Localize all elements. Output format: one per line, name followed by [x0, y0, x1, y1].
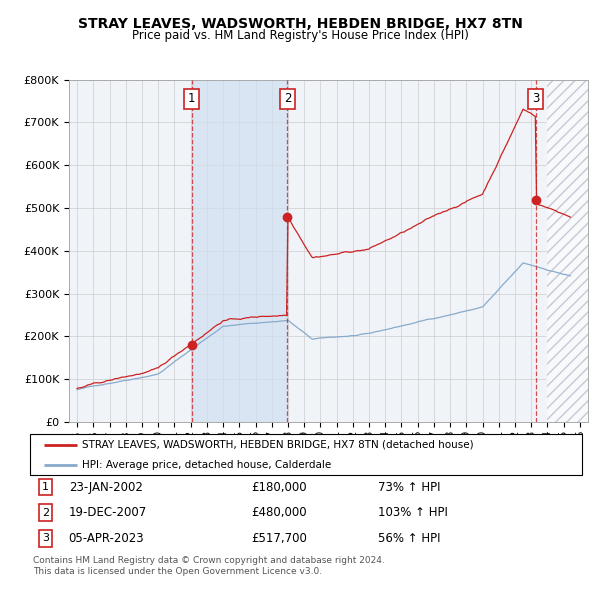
- Text: 1: 1: [188, 93, 196, 106]
- Text: 73% ↑ HPI: 73% ↑ HPI: [378, 480, 440, 493]
- Text: 3: 3: [532, 93, 539, 106]
- Bar: [547, 80, 593, 422]
- Text: Contains HM Land Registry data © Crown copyright and database right 2024.
This d: Contains HM Land Registry data © Crown c…: [33, 556, 385, 576]
- Text: 2: 2: [284, 93, 291, 106]
- Text: 23-JAN-2002: 23-JAN-2002: [68, 480, 143, 493]
- Text: £180,000: £180,000: [251, 480, 307, 493]
- Bar: [547, 80, 593, 422]
- Bar: [547, 80, 593, 422]
- Text: 103% ↑ HPI: 103% ↑ HPI: [378, 506, 448, 519]
- Text: 19-DEC-2007: 19-DEC-2007: [68, 506, 147, 519]
- Text: Price paid vs. HM Land Registry's House Price Index (HPI): Price paid vs. HM Land Registry's House …: [131, 30, 469, 42]
- Text: 56% ↑ HPI: 56% ↑ HPI: [378, 532, 440, 545]
- Text: 3: 3: [42, 533, 49, 543]
- Text: STRAY LEAVES, WADSWORTH, HEBDEN BRIDGE, HX7 8TN: STRAY LEAVES, WADSWORTH, HEBDEN BRIDGE, …: [77, 17, 523, 31]
- Text: £480,000: £480,000: [251, 506, 307, 519]
- Text: HPI: Average price, detached house, Calderdale: HPI: Average price, detached house, Cald…: [82, 460, 332, 470]
- Text: 05-APR-2023: 05-APR-2023: [68, 532, 144, 545]
- Text: 2: 2: [42, 508, 49, 517]
- Text: 1: 1: [42, 482, 49, 492]
- Bar: [191, 80, 287, 422]
- Text: £517,700: £517,700: [251, 532, 307, 545]
- Text: STRAY LEAVES, WADSWORTH, HEBDEN BRIDGE, HX7 8TN (detached house): STRAY LEAVES, WADSWORTH, HEBDEN BRIDGE, …: [82, 440, 474, 450]
